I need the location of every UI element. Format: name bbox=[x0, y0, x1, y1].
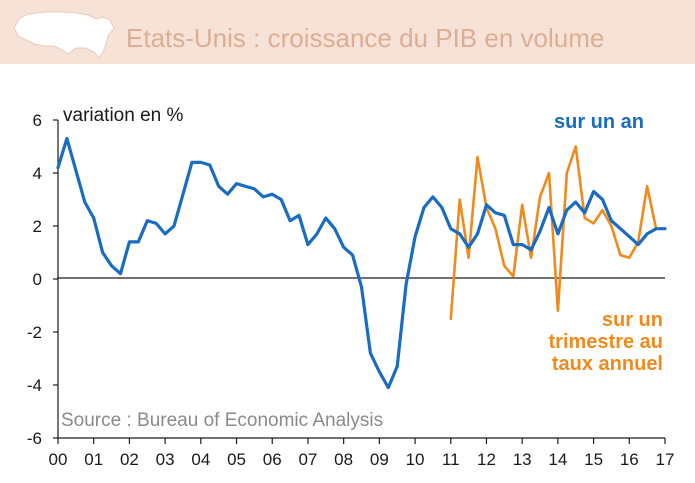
x-tick-label: 09 bbox=[370, 450, 389, 469]
y-tick-label: 0 bbox=[33, 270, 42, 289]
x-tick-label: 07 bbox=[298, 450, 317, 469]
y-tick-label: 2 bbox=[33, 217, 42, 236]
y-tick-label: -2 bbox=[27, 323, 42, 342]
legend-label-quarterly-line-3: taux annuel bbox=[552, 353, 663, 375]
x-tick-label: 03 bbox=[156, 450, 175, 469]
x-axis-ticks: 00 01 02 03 04 05 06 07 08 09 10 11 12 13 14 15 16 17 bbox=[49, 438, 675, 469]
y-tick-label: -6 bbox=[27, 429, 42, 448]
x-tick-label: 02 bbox=[120, 450, 139, 469]
x-tick-label: 15 bbox=[584, 450, 603, 469]
y-tick-label: 6 bbox=[33, 111, 42, 130]
chart-title: Etats-Unis : croissance du PIB en volume bbox=[126, 23, 604, 53]
legend-label-quarterly-line-2: trimestre au bbox=[549, 331, 664, 353]
header-band bbox=[0, 0, 695, 64]
x-tick-label: 17 bbox=[656, 450, 675, 469]
y-tick-label: 4 bbox=[33, 164, 42, 183]
x-tick-label: 10 bbox=[406, 450, 425, 469]
x-tick-label: 01 bbox=[84, 450, 103, 469]
legend-label-quarterly-line-1: sur un bbox=[602, 309, 663, 331]
x-tick-label: 13 bbox=[513, 450, 532, 469]
us-map-icon bbox=[13, 11, 115, 59]
x-tick-label: 16 bbox=[620, 450, 639, 469]
source-note: Source : Bureau of Economic Analysis bbox=[61, 410, 383, 431]
y-tick-label: -4 bbox=[27, 376, 42, 395]
x-tick-label: 14 bbox=[548, 450, 567, 469]
x-tick-label: 08 bbox=[334, 450, 353, 469]
x-tick-label: 12 bbox=[477, 450, 496, 469]
x-tick-label: 00 bbox=[49, 450, 68, 469]
y-axis-ticks: -6 -4 -2 0 2 4 6 bbox=[27, 111, 58, 448]
y-axis-label: variation en % bbox=[63, 105, 184, 126]
x-tick-label: 06 bbox=[263, 450, 282, 469]
x-tick-label: 11 bbox=[442, 450, 460, 469]
series-layer bbox=[56, 136, 667, 390]
legend-label-annual: sur un an bbox=[554, 111, 644, 133]
series-annual bbox=[56, 136, 667, 390]
x-tick-label: 05 bbox=[227, 450, 246, 469]
x-tick-label: 04 bbox=[191, 450, 210, 469]
